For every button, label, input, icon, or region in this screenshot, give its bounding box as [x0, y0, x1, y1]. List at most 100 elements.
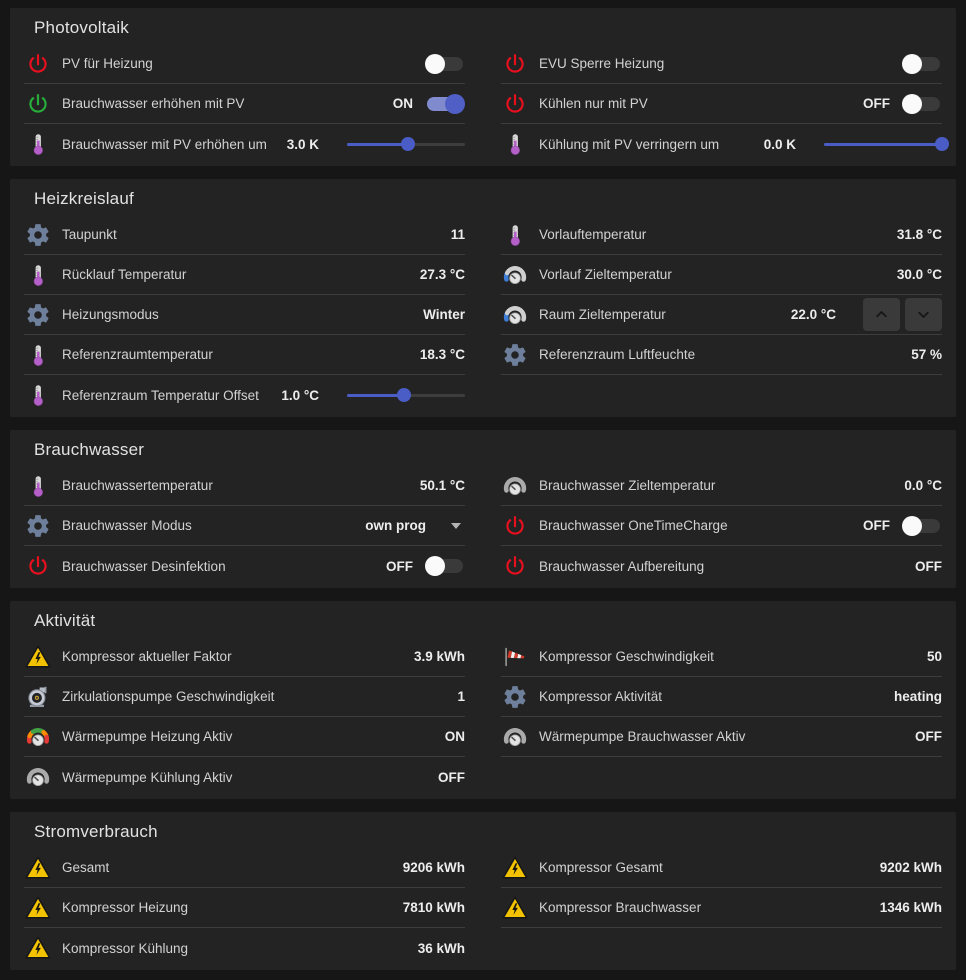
gauge-icon [24, 724, 52, 750]
row-referenzraum-temperatur-offset: Referenzraum Temperatur Offset 1.0 °C [24, 375, 465, 415]
section-column: Brauchwasser Zieltemperatur 0.0 °C Brauchw… [501, 466, 942, 586]
row-label: Vorlauftemperatur [539, 227, 647, 242]
row-label: Brauchwasser Modus [62, 518, 192, 533]
row-value: 9206 kWh [402, 860, 465, 875]
row-value: 30.0 °C [896, 267, 942, 282]
toggle-switch[interactable] [902, 515, 942, 536]
row-value: 3.0 K [286, 136, 319, 152]
gauge-icon [501, 724, 529, 750]
row-label: Brauchwasser Desinfektion [62, 558, 226, 574]
row-value: 3.9 kWh [413, 649, 465, 664]
chevron-down-icon[interactable] [451, 522, 461, 529]
row-label: Kompressor Brauchwasser [539, 900, 702, 915]
row-value: 1.0 °C [281, 387, 319, 403]
row-kompressor-heizung: Kompressor Heizung 7810 kWh [24, 888, 465, 928]
row-value: 9202 kWh [879, 860, 942, 875]
value-slider[interactable] [347, 134, 465, 154]
section-column: Kompressor Geschwindigkeit 50 Kompressor A… [501, 637, 942, 797]
row-label: Brauchwassertemperatur [62, 478, 213, 493]
row-w-rmepumpe-k-hlung-aktiv: Wärmepumpe Kühlung Aktiv OFF [24, 757, 465, 797]
row-label: Kühlung mit PV verringern um [539, 136, 720, 152]
section-rows: PV für Heizung Brauchwasser erhöhen mit P… [24, 44, 949, 164]
row-value: ON [444, 729, 465, 744]
row-w-rmepumpe-brauchwasser-aktiv: Wärmepumpe Brauchwasser Aktiv OFF [501, 717, 942, 757]
increase-button[interactable] [863, 298, 900, 331]
row-r-cklauf-temperatur: Rücklauf Temperatur 27.3 °C [24, 255, 465, 295]
gear-icon [24, 513, 52, 539]
row-label: Wärmepumpe Kühlung Aktiv [62, 769, 233, 785]
row-brauchwasser-modus: Brauchwasser Modus own prog [24, 506, 465, 546]
row-brauchwassertemperatur: Brauchwassertemperatur 50.1 °C [24, 466, 465, 506]
toggle-state-label: OFF [863, 518, 890, 533]
section-column: Kompressor Gesamt 9202 kWh Kompressor Brau… [501, 848, 942, 968]
row-referenzraumtemperatur: Referenzraumtemperatur 18.3 °C [24, 335, 465, 375]
row-label: Rücklauf Temperatur [62, 267, 187, 282]
row-label: Gesamt [62, 860, 110, 875]
row-kompressor-aktueller-faktor: Kompressor aktueller Faktor 3.9 kWh [24, 637, 465, 677]
toggle-switch[interactable] [425, 556, 465, 576]
row-value: 18.3 °C [419, 347, 465, 362]
thermometer-icon [501, 131, 529, 157]
row-value: heating [893, 689, 942, 704]
row-value: 0.0 °C [904, 478, 942, 493]
toggle-switch[interactable] [425, 53, 465, 74]
power-icon [501, 51, 529, 77]
row-vorlauf-zieltemperatur: Vorlauf Zieltemperatur 30.0 °C [501, 255, 942, 295]
section-heizkreislauf: Heizkreislauf Taupunkt 11 Rücklauf Tempera… [10, 179, 956, 417]
row-label: Brauchwasser Zieltemperatur [539, 478, 716, 493]
gear-icon [501, 684, 529, 710]
value-slider[interactable] [824, 134, 949, 154]
section-column: Taupunkt 11 Rücklauf Temperatur 27.3 °C Heiz… [24, 215, 465, 415]
section-title: Heizkreislauf [34, 189, 134, 208]
row-label: Heizungsmodus [62, 307, 159, 322]
gear-icon [24, 222, 52, 248]
section-title: Stromverbrauch [34, 822, 158, 841]
value-stepper [858, 298, 942, 331]
row-label: Kompressor Geschwindigkeit [539, 649, 714, 664]
row-label: Kühlen nur mit PV [539, 96, 648, 111]
decrease-button[interactable] [905, 298, 942, 331]
row-kompressor-k-hlung: Kompressor Kühlung 36 kWh [24, 928, 465, 968]
power-icon [501, 91, 529, 117]
row-k-hlen-nur-mit-pv: Kühlen nur mit PV OFF [501, 84, 942, 124]
power-icon [501, 553, 529, 579]
row-label: EVU Sperre Heizung [539, 56, 665, 71]
toggle-switch[interactable] [902, 53, 942, 74]
mode-select-value[interactable]: own prog [365, 518, 426, 533]
power-icon [24, 91, 52, 117]
value-slider[interactable] [347, 385, 465, 405]
row-label: Brauchwasser OneTimeCharge [539, 518, 728, 533]
row-value: 50 [926, 649, 942, 664]
gauge-icon [501, 473, 529, 499]
row-label: Kompressor Gesamt [539, 860, 663, 875]
section-column: EVU Sperre Heizung Kühlen nur mit PV OFF Kü… [501, 44, 949, 164]
thermometer-icon [24, 473, 52, 499]
row-zirkulationspumpe-geschwindigkeit: Zirkulationspumpe Geschwindigkeit 1 [24, 677, 465, 717]
row-raum-zieltemperatur: Raum Zieltemperatur 22.0 °C [501, 295, 942, 335]
row-value: 36 kWh [417, 940, 465, 956]
toggle-state-label: ON [392, 96, 413, 111]
pump-icon [24, 684, 52, 710]
row-brauchwasser-zieltemperatur: Brauchwasser Zieltemperatur 0.0 °C [501, 466, 942, 506]
warning-icon [501, 895, 529, 921]
row-label: Brauchwasser Aufbereitung [539, 558, 705, 574]
section-column: Vorlauftemperatur 31.8 °C Vorlauf Zieltemp… [501, 215, 942, 415]
gauge-icon [501, 262, 529, 288]
toggle-switch[interactable] [902, 93, 942, 114]
warning-icon [24, 935, 52, 961]
row-label: Kompressor Aktivität [539, 689, 663, 704]
toggle-switch[interactable] [425, 93, 465, 114]
row-brauchwasser-desinfektion: Brauchwasser Desinfektion OFF [24, 546, 465, 586]
section-column: PV für Heizung Brauchwasser erhöhen mit P… [24, 44, 465, 164]
gauge-icon [24, 764, 52, 790]
section-rows: Taupunkt 11 Rücklauf Temperatur 27.3 °C Heiz… [24, 215, 942, 415]
power-icon [24, 553, 52, 579]
row-label: Vorlauf Zieltemperatur [539, 267, 672, 282]
row-brauchwasser-mit-pv-erh-hen-um: Brauchwasser mit PV erhöhen um 3.0 K [24, 124, 465, 164]
windsock-icon [501, 644, 529, 670]
section-title: Photovoltaik [34, 18, 130, 37]
row-label: Brauchwasser erhöhen mit PV [62, 96, 245, 111]
row-value: 1 [457, 689, 465, 704]
row-value: OFF [915, 558, 942, 574]
power-icon [24, 51, 52, 77]
